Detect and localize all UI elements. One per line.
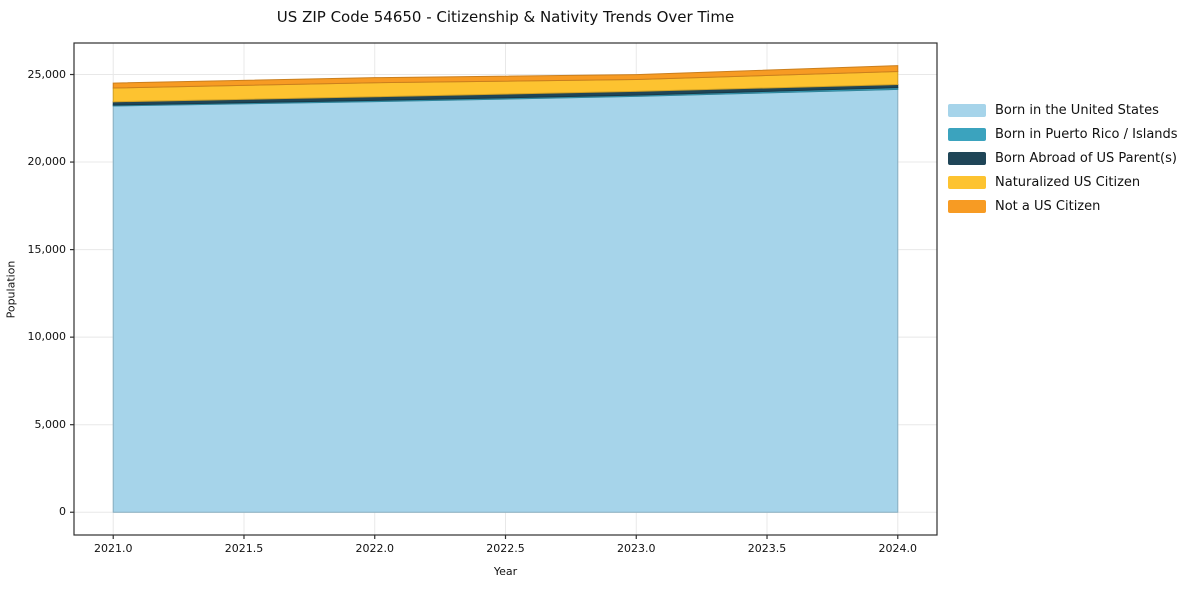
- legend-label: Naturalized US Citizen: [995, 174, 1141, 190]
- y-tick-label: 25,000: [27, 67, 67, 81]
- area-series-0: [112, 88, 899, 513]
- x-tick-label: 2021.0: [93, 542, 133, 555]
- x-tick-label: 2024.0: [878, 542, 918, 555]
- legend-label: Born Abroad of US Parent(s): [995, 150, 1177, 166]
- legend-swatch-born-abroad: [948, 151, 986, 165]
- legend-item-born-in-us: Born in the United States: [948, 98, 1178, 122]
- legend-item-born-in-puerto-rico: Born in Puerto Rico / Islands: [948, 122, 1178, 146]
- x-tick-label: 2023.5: [747, 542, 787, 555]
- legend-swatch-born-in-puerto-rico: [948, 127, 986, 141]
- legend-swatch-naturalized: [948, 175, 986, 189]
- legend-label: Not a US Citizen: [995, 198, 1101, 214]
- legend-item-naturalized: Naturalized US Citizen: [948, 170, 1178, 194]
- y-tick-label: 10,000: [27, 330, 67, 344]
- x-tick-label: 2023.0: [617, 542, 656, 555]
- legend-item-not-a-citizen: Not a US Citizen: [948, 194, 1178, 218]
- legend-swatch-not-a-citizen: [948, 199, 986, 213]
- y-tick-label: 0: [59, 505, 66, 519]
- legend: Born in the United States Born in Puerto…: [948, 98, 1178, 218]
- x-tick-label: 2021.5: [224, 542, 264, 555]
- chart-title: US ZIP Code 54650 - Citizenship & Nativi…: [276, 8, 735, 26]
- legend-item-born-abroad: Born Abroad of US Parent(s): [948, 146, 1178, 170]
- legend-label: Born in Puerto Rico / Islands: [995, 126, 1178, 142]
- x-tick-label: 2022.5: [486, 542, 525, 555]
- legend-label: Born in the United States: [995, 102, 1159, 118]
- legend-swatch-born-in-us: [948, 103, 986, 117]
- x-tick-label: 2022.0: [355, 542, 394, 555]
- y-tick-label: 5,000: [34, 417, 67, 431]
- y-tick-label: 20,000: [27, 155, 67, 169]
- x-axis-label: Year: [493, 565, 518, 578]
- y-tick-label: 15,000: [27, 242, 67, 256]
- area-series-4: [112, 65, 899, 89]
